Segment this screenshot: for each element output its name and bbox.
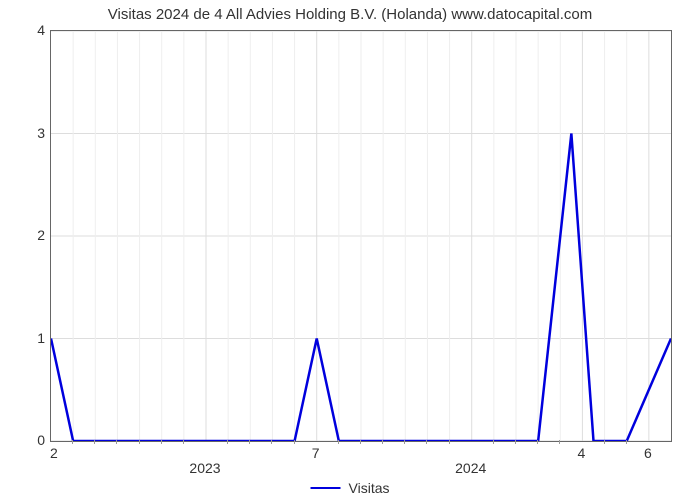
x-minor-tick — [449, 440, 450, 444]
x-tick-label: 6 — [644, 445, 652, 461]
plot-area — [50, 30, 672, 442]
x-minor-tick — [559, 440, 560, 444]
x-minor-tick — [338, 440, 339, 444]
x-minor-tick — [227, 440, 228, 444]
x-tick-label: 2023 — [189, 460, 220, 476]
y-tick-label: 3 — [37, 125, 45, 141]
x-minor-tick — [116, 440, 117, 444]
chart-container: Visitas 2024 de 4 All Advies Holding B.V… — [0, 0, 700, 500]
y-tick-label: 1 — [37, 330, 45, 346]
x-minor-tick — [249, 440, 250, 444]
y-tick-label: 0 — [37, 432, 45, 448]
legend: Visitas — [311, 480, 390, 496]
x-minor-tick — [183, 440, 184, 444]
x-tick-label: 7 — [312, 445, 320, 461]
legend-label: Visitas — [349, 480, 390, 496]
x-minor-tick — [604, 440, 605, 444]
chart-svg — [51, 31, 671, 441]
x-minor-tick — [72, 440, 73, 444]
x-minor-tick — [537, 440, 538, 444]
x-minor-tick — [493, 440, 494, 444]
x-minor-tick — [382, 440, 383, 444]
x-minor-tick — [139, 440, 140, 444]
legend-line-swatch — [311, 487, 341, 489]
y-tick-label: 4 — [37, 22, 45, 38]
x-minor-tick — [161, 440, 162, 444]
x-tick-label: 4 — [578, 445, 586, 461]
x-minor-tick — [426, 440, 427, 444]
chart-title: Visitas 2024 de 4 All Advies Holding B.V… — [0, 0, 700, 23]
x-minor-tick — [360, 440, 361, 444]
x-minor-tick — [626, 440, 627, 444]
x-minor-tick — [271, 440, 272, 444]
x-minor-tick — [294, 440, 295, 444]
x-minor-tick — [404, 440, 405, 444]
x-tick-label-start: 2 — [50, 445, 58, 461]
x-minor-tick — [94, 440, 95, 444]
x-tick-label: 2024 — [455, 460, 486, 476]
y-tick-label: 2 — [37, 227, 45, 243]
x-minor-tick — [515, 440, 516, 444]
